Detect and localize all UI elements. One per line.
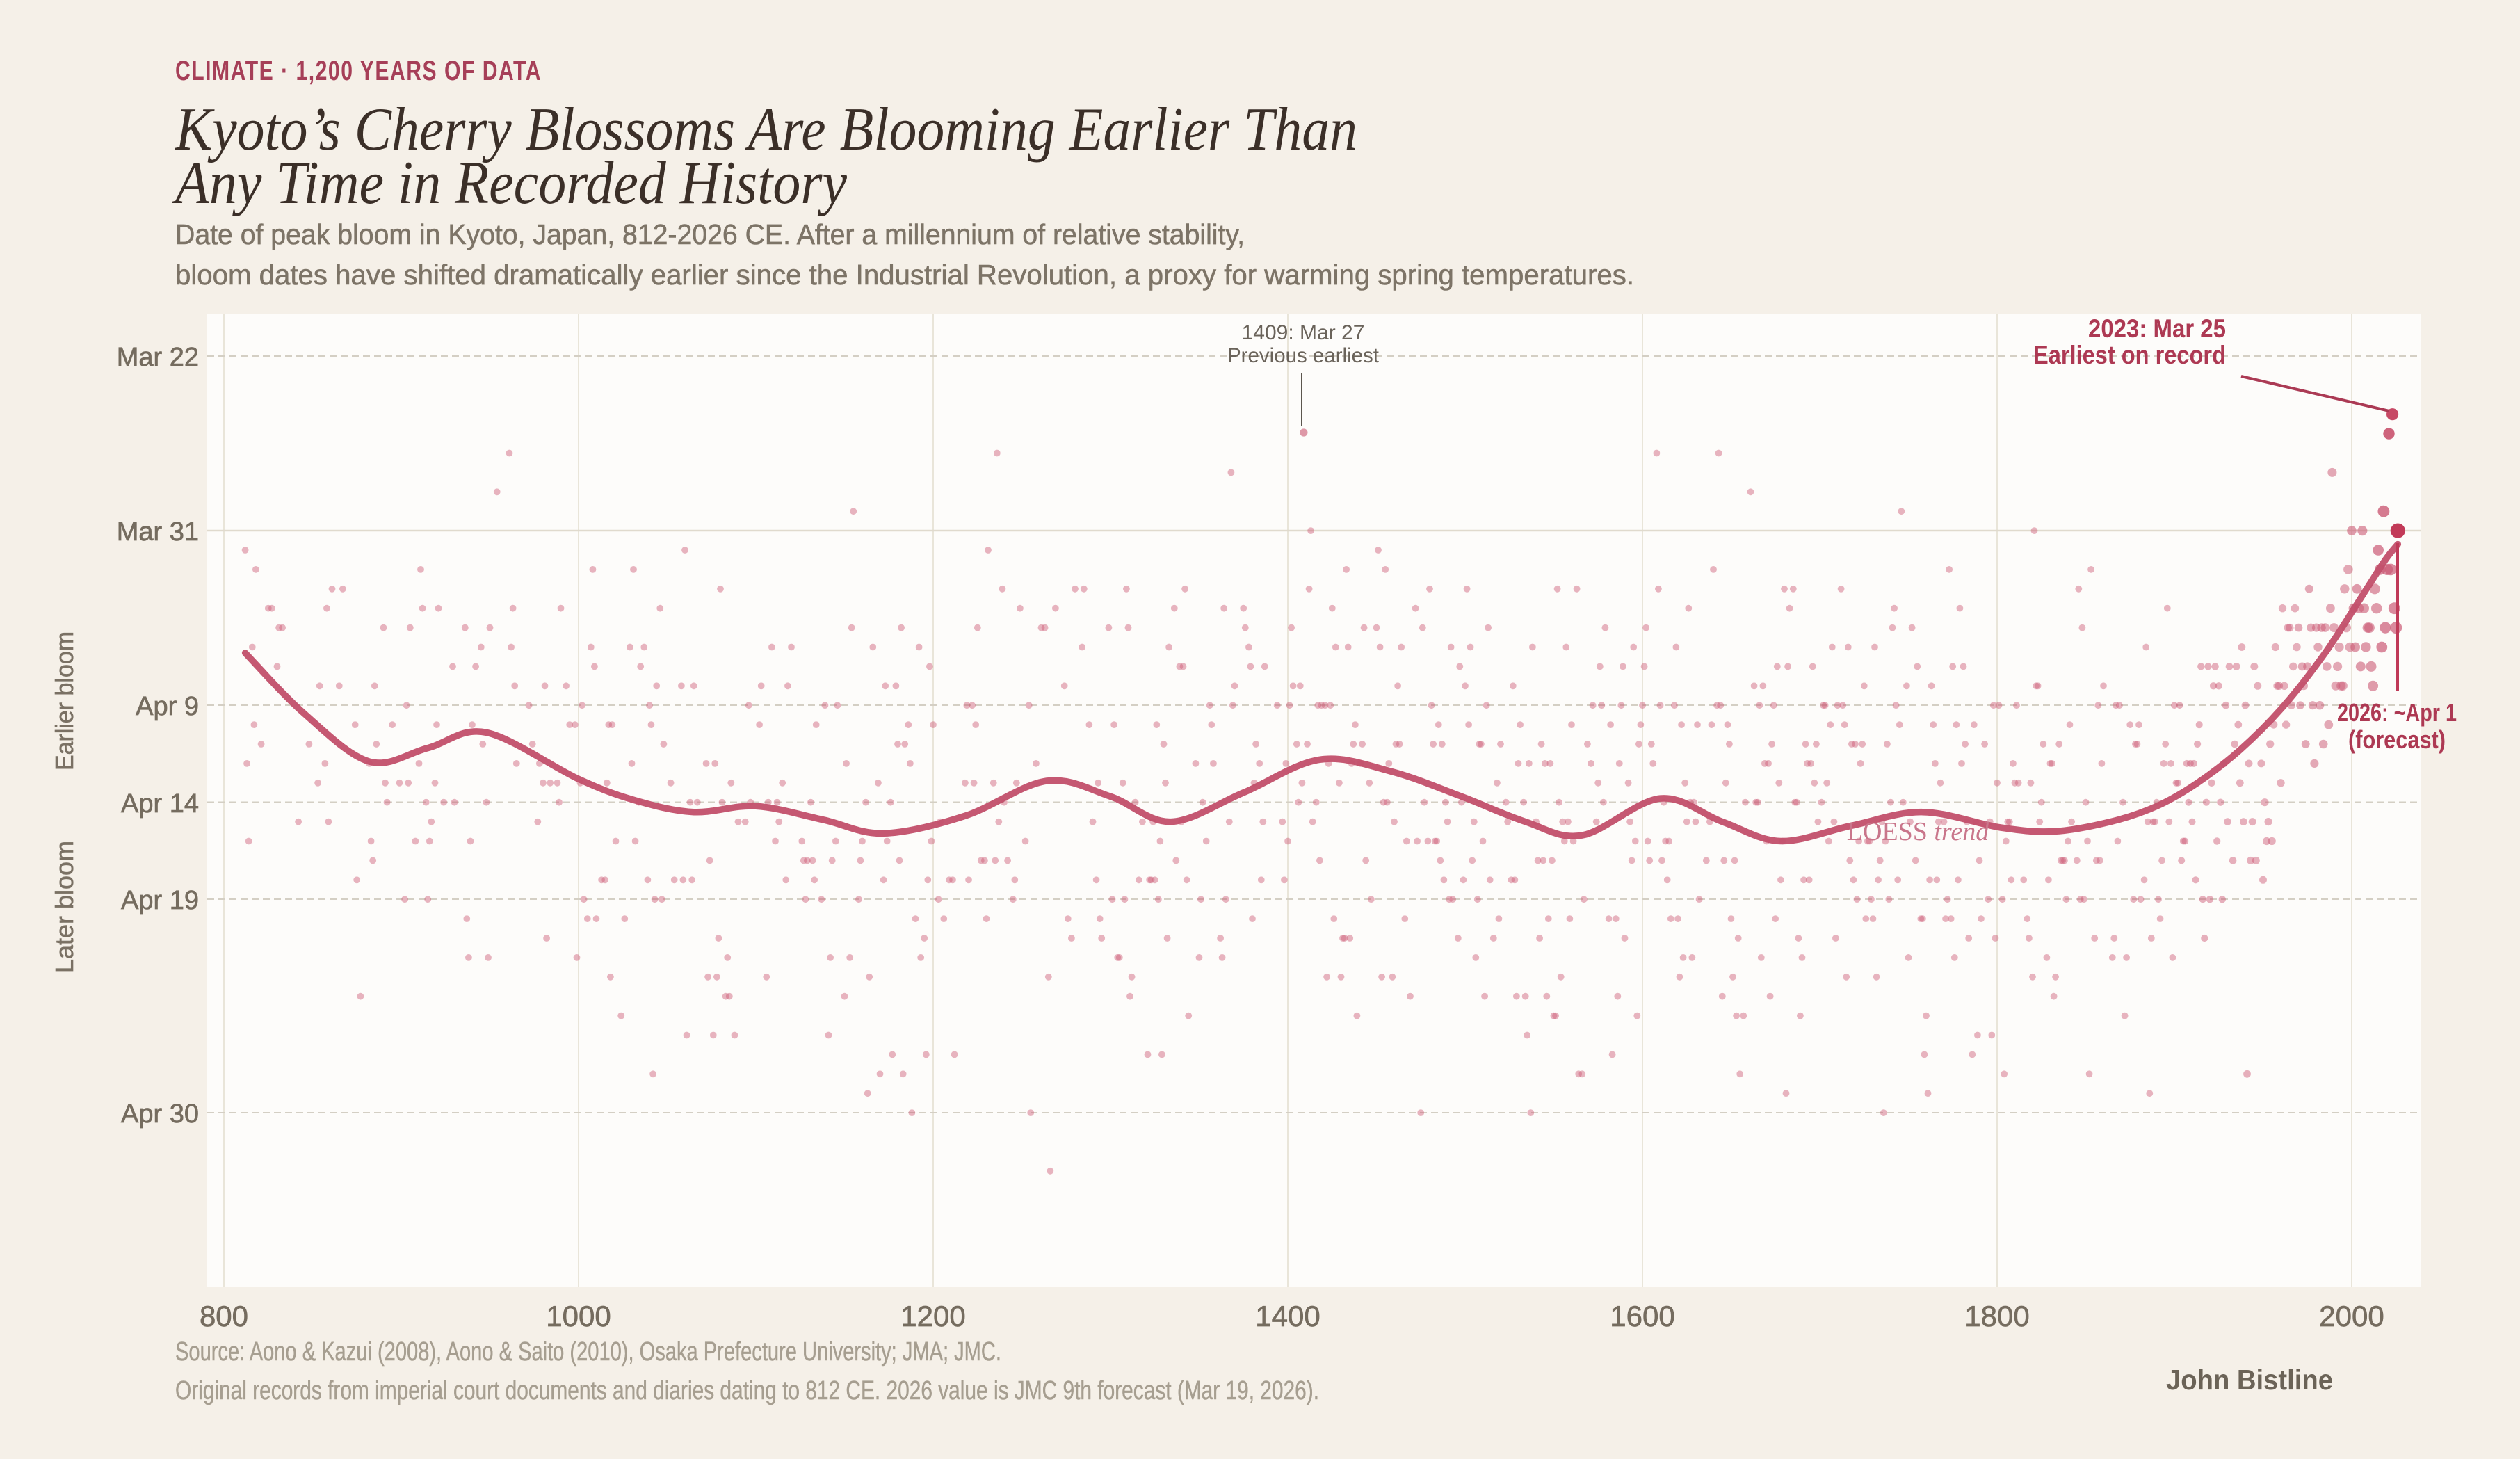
svg-text:Apr 19: Apr 19 — [121, 886, 199, 915]
svg-text:Apr 14: Apr 14 — [121, 789, 199, 819]
svg-text:John Bistline: John Bistline — [2166, 1364, 2333, 1396]
svg-text:Mar 22: Mar 22 — [117, 343, 199, 372]
svg-text:Mar 31: Mar 31 — [117, 517, 199, 547]
svg-text:Any Time in Recorded History: Any Time in Recorded History — [172, 150, 847, 217]
svg-text:Earliest on record: Earliest on record — [2033, 341, 2226, 369]
svg-text:1600: 1600 — [1610, 1300, 1674, 1332]
svg-text:bloom dates have shifted drama: bloom dates have shifted dramatically ea… — [175, 259, 1634, 291]
svg-text:1409: Mar 27: 1409: Mar 27 — [1242, 321, 1365, 344]
svg-text:1800: 1800 — [1964, 1300, 2029, 1332]
svg-text:Kyoto’s Cherry Blossoms Are Bl: Kyoto’s Cherry Blossoms Are Blooming Ear… — [174, 96, 1357, 163]
svg-text:Date of peak bloom in Kyoto, J: Date of peak bloom in Kyoto, Japan, 812-… — [175, 218, 1245, 250]
svg-text:1000: 1000 — [546, 1300, 611, 1332]
svg-text:Original records from imperial: Original records from imperial court doc… — [175, 1376, 1319, 1405]
svg-text:Later bloom: Later bloom — [50, 841, 79, 973]
svg-text:Apr 9: Apr 9 — [136, 692, 199, 721]
svg-text:1400: 1400 — [1255, 1300, 1320, 1332]
svg-text:LOESS trend: LOESS trend — [1847, 817, 1989, 846]
svg-text:800: 800 — [200, 1300, 248, 1332]
svg-text:Previous earliest: Previous earliest — [1227, 344, 1380, 367]
svg-text:2026: ~Apr 1: 2026: ~Apr 1 — [2337, 698, 2457, 727]
svg-text:Source: Aono & Kazui (2008), A: Source: Aono & Kazui (2008), Aono & Sait… — [175, 1337, 1001, 1367]
svg-text:2000: 2000 — [2319, 1300, 2384, 1332]
svg-text:(forecast): (forecast) — [2348, 725, 2446, 754]
svg-text:1200: 1200 — [900, 1300, 965, 1332]
svg-text:Earlier bloom: Earlier bloom — [50, 631, 79, 771]
svg-text:CLIMATE · 1,200 YEARS OF DATA: CLIMATE · 1,200 YEARS OF DATA — [175, 56, 542, 86]
svg-text:2023: Mar 25: 2023: Mar 25 — [2088, 314, 2226, 343]
svg-text:Apr 30: Apr 30 — [121, 1099, 199, 1129]
